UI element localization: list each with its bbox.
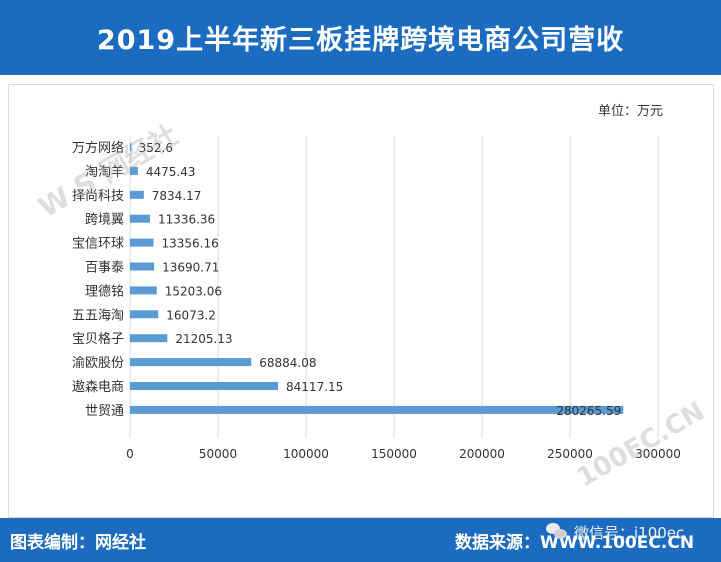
bar [130, 190, 144, 199]
category-label: 跨境翼 [85, 213, 124, 228]
bar [130, 143, 132, 151]
x-tick-label: 50000 [199, 447, 237, 461]
footer-source-label: 图表编制：网经社 [10, 533, 146, 553]
category-label: 万方网络 [72, 140, 124, 156]
footer-url[interactable]: WWW.100EC.CN [540, 533, 695, 553]
chart-title: 2019上半年新三板挂牌跨境电商公司营收 [96, 25, 625, 56]
bar [130, 262, 155, 271]
x-tick-label: 150000 [371, 447, 417, 461]
unit-label: 单位：万元 [597, 104, 663, 119]
value-label: 4475.43 [146, 165, 196, 179]
bar [130, 382, 279, 390]
value-label: 16073.2 [166, 308, 216, 322]
x-tick-label: 0 [126, 447, 134, 461]
bar [130, 405, 624, 414]
value-label: 15203.06 [165, 284, 222, 298]
x-tick-label: 200000 [459, 447, 505, 461]
title-bar: 2019上半年新三板挂牌跨境电商公司营收 [0, 0, 721, 75]
bar [130, 166, 138, 175]
value-label: 11336.36 [158, 213, 215, 227]
wechat-id: 微信号：i100ec [574, 523, 685, 542]
category-label: 世贸通 [85, 404, 124, 419]
wechat-icon [546, 523, 568, 541]
footer-data-source-label: 数据来源： [455, 533, 540, 553]
category-label: 淘淘羊 [85, 164, 124, 180]
x-tick-label: 300000 [635, 447, 681, 461]
category-label: 遨森电商 [72, 380, 124, 395]
category-label: 五五海淘 [72, 308, 124, 323]
category-label: 择尚科技 [72, 189, 124, 204]
bar [130, 358, 252, 367]
x-tick-label: 100000 [283, 447, 329, 461]
value-label: 352.6 [139, 141, 173, 155]
category-label: 宝贝格子 [72, 331, 124, 347]
value-label: 84117.15 [286, 380, 343, 394]
plot-frame [8, 84, 714, 518]
value-label: 13356.16 [162, 237, 219, 251]
x-tick-label: 250000 [547, 447, 593, 461]
value-label: 21205.13 [175, 332, 232, 346]
bar [130, 214, 150, 223]
bar [130, 286, 157, 295]
category-label: 渝欧股份 [72, 355, 124, 371]
value-label: 13690.71 [162, 261, 219, 275]
wechat-badge: 微信号：i100ec [546, 522, 684, 542]
category-label: 理德铭 [85, 284, 124, 299]
footer-bar: 图表编制：网经社 数据来源：WWW.100EC.CN [0, 518, 721, 562]
value-label: 68884.08 [259, 356, 316, 370]
value-label: 7834.17 [152, 189, 202, 203]
footer-data-source: 数据来源：WWW.100EC.CN [455, 528, 694, 553]
category-label: 宝信环球 [72, 237, 124, 252]
value-label: 280265.59 [556, 404, 621, 418]
category-label: 百事泰 [85, 261, 124, 276]
bar [130, 238, 154, 247]
bar [130, 334, 168, 343]
bar [130, 310, 159, 319]
